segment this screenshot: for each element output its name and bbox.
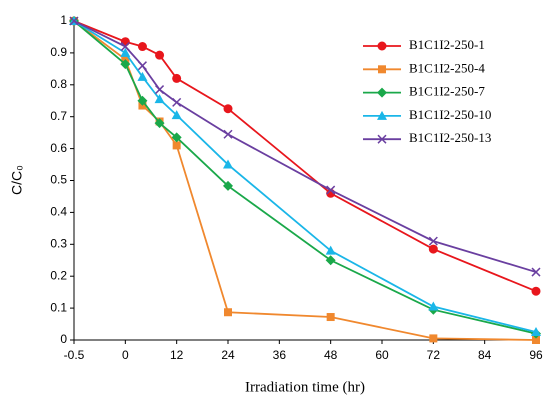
marker	[325, 255, 336, 266]
y-tick-label: 0.8	[50, 77, 67, 91]
legend-label: B1C1I2-250-13	[409, 130, 491, 145]
marker	[224, 308, 232, 317]
marker	[223, 159, 233, 169]
marker	[223, 129, 233, 139]
x-tick-label: 48	[324, 348, 338, 362]
marker	[137, 95, 148, 106]
marker	[325, 245, 336, 255]
marker	[137, 61, 147, 71]
marker	[223, 104, 233, 114]
marker	[377, 134, 387, 144]
x-tick-label: 24	[221, 348, 235, 362]
x-tick-label: 84	[478, 348, 492, 362]
marker	[377, 41, 387, 51]
y-tick-label: 0.7	[50, 109, 67, 123]
x-axis-label: Irradiation time (hr)	[245, 379, 365, 395]
legend-label: B1C1I2-250-1	[409, 37, 485, 52]
marker	[154, 118, 165, 129]
marker	[377, 110, 387, 120]
marker	[171, 132, 182, 143]
marker	[137, 42, 147, 52]
marker	[155, 85, 165, 95]
y-tick-label: 0.3	[50, 236, 67, 250]
y-axis-label: C/C₀	[9, 165, 25, 195]
x-tick-label: 72	[427, 348, 441, 362]
y-tick-label: 0.1	[50, 300, 67, 314]
x-tick-label: 60	[375, 348, 389, 362]
x-tick-label: 12	[170, 348, 184, 362]
x-tick-label: 36	[273, 348, 287, 362]
marker	[172, 141, 181, 150]
y-tick-label: 0.6	[50, 141, 67, 155]
marker	[154, 94, 165, 104]
marker	[428, 244, 438, 254]
marker	[326, 313, 335, 322]
marker	[69, 16, 79, 26]
marker	[172, 73, 182, 83]
marker	[429, 334, 438, 343]
marker	[428, 301, 439, 311]
legend-label: B1C1I2-250-10	[409, 107, 491, 122]
marker	[532, 336, 540, 344]
legend-label: B1C1I2-250-4	[409, 60, 485, 75]
y-tick-label: 0.5	[50, 173, 67, 187]
marker	[120, 47, 131, 57]
x-tick-label: -0.5	[64, 348, 85, 362]
marker	[223, 180, 233, 191]
marker	[120, 41, 130, 52]
y-tick-label: 0.4	[50, 205, 67, 219]
x-tick-label: 96	[529, 348, 543, 362]
y-tick-label: 0.9	[50, 45, 67, 59]
marker	[137, 71, 148, 81]
marker	[428, 236, 438, 246]
marker	[377, 87, 387, 98]
marker	[155, 50, 165, 60]
marker	[531, 267, 541, 277]
x-tick-label: 0	[122, 348, 129, 362]
marker	[172, 97, 182, 107]
marker	[326, 185, 336, 195]
y-tick-label: 0	[60, 332, 67, 346]
marker	[531, 286, 541, 296]
y-tick-label: 1	[60, 13, 67, 27]
marker	[120, 59, 131, 70]
legend-label: B1C1I2-250-7	[409, 84, 485, 99]
marker	[378, 65, 386, 74]
y-tick-label: 0.2	[50, 268, 67, 282]
marker	[171, 110, 182, 120]
marker	[531, 327, 541, 337]
